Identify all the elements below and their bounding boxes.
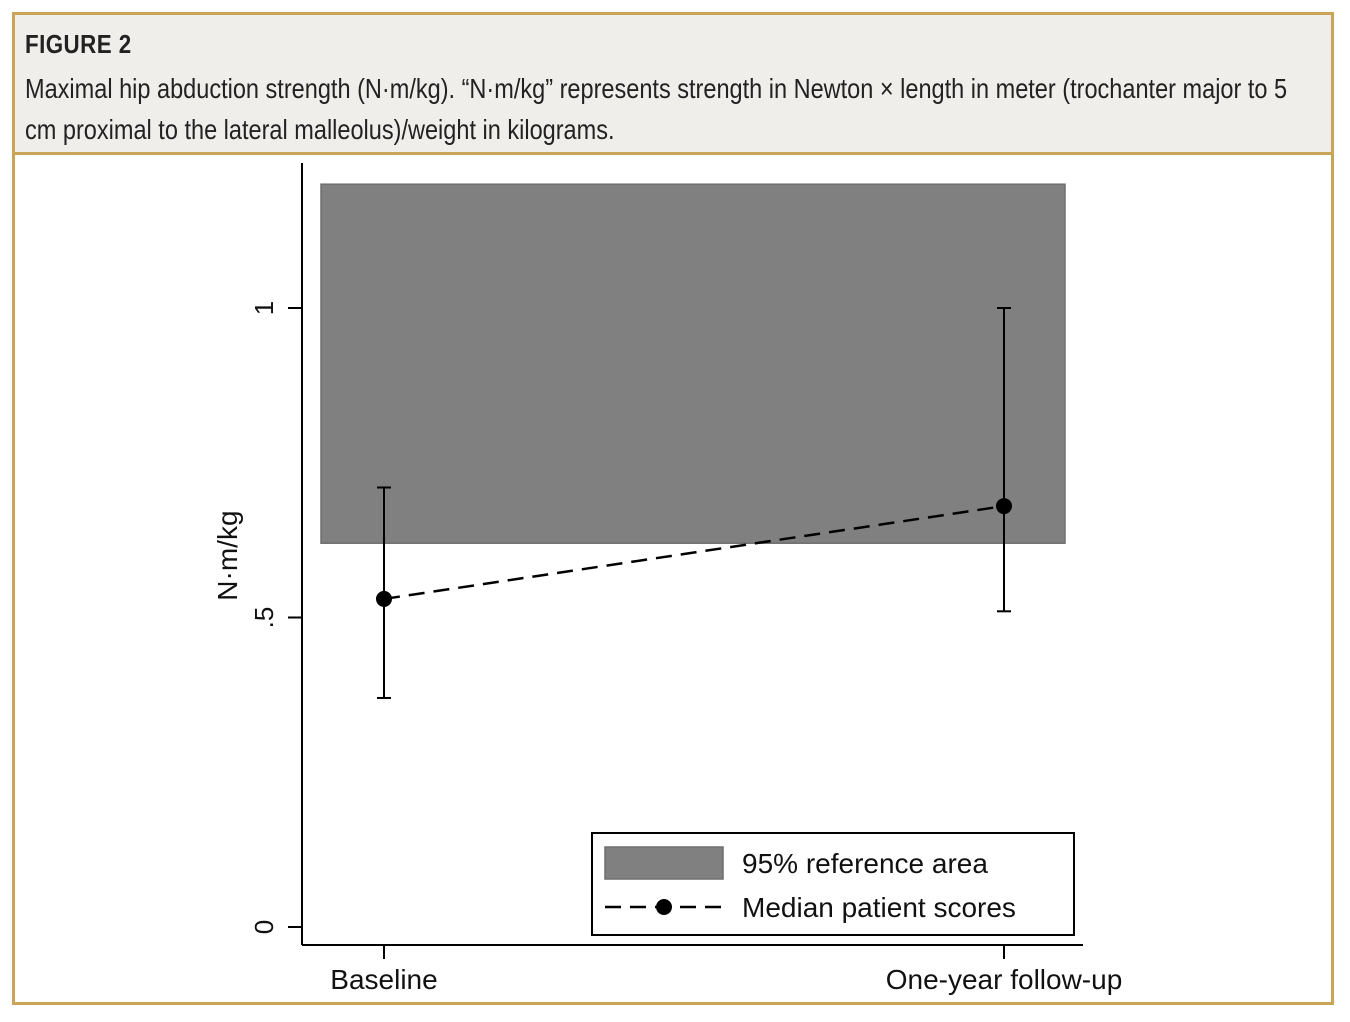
reference-area (320, 183, 1066, 544)
y-tick-label: 1 (249, 301, 279, 315)
x-tick-label: One-year follow-up (886, 964, 1123, 995)
y-tick-label: .5 (249, 607, 279, 629)
legend-label-series: Median patient scores (742, 892, 1016, 923)
legend-label-reference: 95% reference area (742, 848, 988, 879)
figure-frame: FIGURE 2 Maximal hip abduction strength … (12, 12, 1334, 1005)
legend-swatch-point (656, 899, 672, 915)
figure-caption: Maximal hip abduction strength (N·m/kg).… (25, 73, 1288, 145)
data-point (376, 590, 392, 607)
data-point (996, 498, 1012, 515)
x-tick-label: Baseline (330, 964, 437, 995)
chart-svg: 0 .5 1 N·m/kg Baseline One-year follow-up 95% … (212, 163, 1123, 995)
chart-area: 0 .5 1 N·m/kg Baseline One-year follow-up 95% … (15, 155, 1331, 1003)
y-tick-label: 0 (249, 920, 279, 934)
series-line (383, 504, 1005, 601)
figure-header: FIGURE 2 Maximal hip abduction strength … (15, 15, 1331, 155)
y-axis-label: N·m/kg (212, 510, 243, 600)
figure-label: FIGURE 2 (25, 29, 132, 59)
legend-swatch-reference (604, 846, 724, 880)
